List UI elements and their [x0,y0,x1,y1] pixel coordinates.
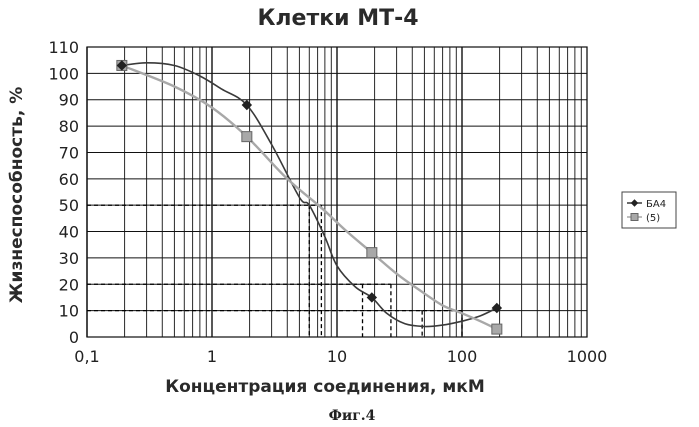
grid [86,46,588,338]
y-tick-label: 10 [59,302,79,321]
marker-square [491,323,503,335]
y-tick-label: 30 [59,249,79,268]
y-tick-label: 50 [59,196,79,215]
legend: БА4(5) [621,191,677,229]
marker-diamond [241,99,253,111]
marker-diamond [366,292,378,303]
y-tick-label: 20 [59,275,79,294]
x-tick-label: 1000 [567,347,608,366]
legend-box [621,191,677,229]
series-line [121,64,498,331]
y-tick-label: 60 [59,170,79,189]
y-tick-label: 80 [59,117,79,136]
figure-caption: Фиг.4 [329,408,376,424]
marker-diamond [116,60,128,71]
y-axis-label: Жизнеспособность, % [7,87,27,304]
x-tick-label: 0,1 [74,347,99,366]
series-line [121,61,498,328]
series-markers [116,59,503,335]
marker-square [366,247,378,259]
marker-square [630,213,639,221]
x-axis-label: Концентрация соединения, мкМ [165,377,485,397]
y-tick-label: 90 [59,91,79,110]
marker-diamond [630,199,639,207]
annotation-lines [87,204,463,337]
marker-diamond [491,302,503,314]
y-tick-label: 100 [48,64,79,83]
chart-title: Клетки МТ-4 [257,6,418,31]
x-tick-labels: 0,1 1 10 100 1000 [74,347,607,366]
series-curves [121,61,498,331]
x-tick-label: 10 [327,347,347,366]
y-tick-label: 70 [59,143,79,162]
legend-entry: БА4 [646,199,666,210]
y-tick-label: 110 [48,38,79,57]
y-tick-label: 0 [69,328,79,347]
y-tick-labels: 0 10 20 30 40 50 60 70 80 90 100 110 [48,38,79,347]
x-tick-label: 100 [447,347,478,366]
y-tick-label: 40 [59,223,79,242]
x-tick-label: 1 [207,347,217,366]
marker-square [241,131,253,143]
legend-entry: (5) [646,213,660,224]
